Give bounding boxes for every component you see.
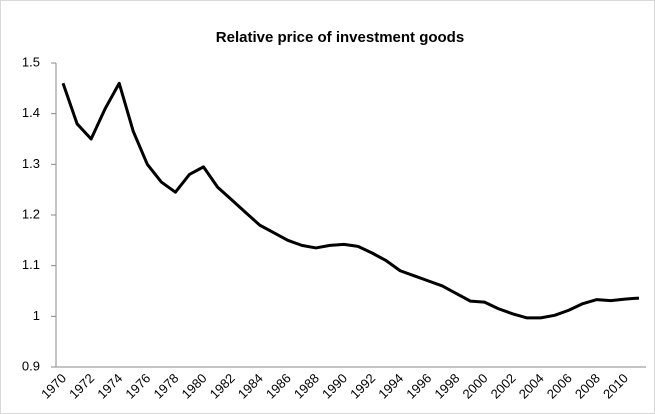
y-tick-label: 1.5 (22, 54, 40, 69)
y-tick-label: 1.4 (22, 105, 40, 120)
chart-title: Relative price of investment goods (216, 29, 464, 46)
y-tick-label: 1.1 (22, 257, 40, 272)
y-tick-label: 1.3 (22, 156, 40, 171)
y-tick-label: 1.2 (22, 206, 40, 221)
data-line (61, 81, 640, 320)
y-tick-label: 0.9 (22, 358, 40, 373)
y-tick-label: 1 (33, 308, 40, 323)
